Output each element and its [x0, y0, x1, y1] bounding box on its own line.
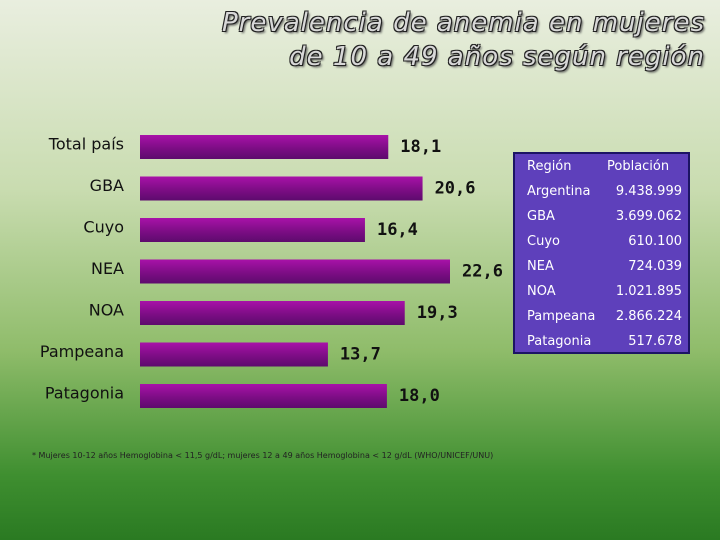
- region-cell: Cuyo: [527, 234, 560, 249]
- value-label: 19,3: [417, 303, 458, 323]
- population-cell: 517.678: [628, 334, 682, 349]
- region-cell: Argentina: [527, 184, 591, 199]
- population-row: Argentina 9.438.999: [515, 179, 688, 204]
- value-label: 20,6: [435, 179, 476, 199]
- chart-title-line-2: de 10 a 49 años según región: [289, 42, 705, 72]
- population-row: Pampeana 2.866.224: [515, 304, 688, 329]
- population-table: Región Población Argentina 9.438.999 GBA 3.…: [513, 152, 690, 354]
- category-label: Total país: [48, 135, 124, 154]
- footnote: * Mujeres 10-12 años Hemoglobina < 11,5 …: [32, 451, 494, 460]
- bar: [140, 384, 387, 408]
- population-cell: 2.866.224: [615, 309, 682, 324]
- population-cell: 1.021.895: [615, 284, 682, 299]
- chart-title-line-1: Prevalencia de anemia en mujeres: [221, 8, 705, 38]
- value-label: 16,4: [377, 220, 418, 240]
- population-cell: 3.699.062: [615, 209, 682, 224]
- population-row: NOA 1.021.895: [515, 279, 688, 304]
- category-label: NEA: [91, 259, 124, 278]
- population-row: NEA 724.039: [515, 254, 688, 279]
- chart-bars: Total país 18,1 GBA 20,6 Cuyo 16,4 NEA 22,6 NOA 1…: [40, 135, 503, 408]
- bar: [140, 135, 389, 159]
- category-label: GBA: [90, 176, 124, 195]
- value-label: 18,1: [400, 137, 441, 157]
- category-label: Cuyo: [83, 218, 124, 237]
- population-table-body: Argentina 9.438.999 GBA 3.699.062 Cuyo 610.10…: [515, 179, 688, 354]
- region-cell: NEA: [527, 259, 554, 274]
- population-cell: 9.438.999: [615, 184, 682, 199]
- population-row: GBA 3.699.062: [515, 204, 688, 229]
- population-row: Cuyo 610.100: [515, 229, 688, 254]
- bar: [140, 259, 450, 284]
- population-cell: 610.100: [628, 234, 682, 249]
- population-row: Patagonia 517.678: [515, 329, 688, 354]
- header-region: Región: [527, 159, 572, 174]
- region-cell: GBA: [527, 209, 555, 224]
- category-label: NOA: [89, 301, 124, 320]
- bar-chart: Total país 18,1 GBA 20,6 Cuyo 16,4 NEA 22,6 NOA 1…: [40, 135, 503, 408]
- category-label: Pampeana: [40, 342, 124, 361]
- header-population: Población: [607, 159, 670, 174]
- value-label: 22,6: [462, 262, 503, 282]
- chart-title: Prevalencia de anemia en mujeres de 10 a…: [150, 6, 705, 74]
- value-label: 13,7: [340, 345, 381, 365]
- bar: [140, 218, 365, 242]
- bar: [140, 342, 328, 367]
- region-cell: NOA: [527, 284, 556, 299]
- population-cell: 724.039: [628, 259, 682, 274]
- value-label: 18,0: [399, 386, 440, 406]
- bar: [140, 301, 405, 325]
- region-cell: Pampeana: [527, 309, 596, 324]
- region-cell: Patagonia: [527, 334, 592, 349]
- category-label: Patagonia: [45, 384, 124, 403]
- bar: [140, 176, 423, 201]
- population-table-header: Región Población: [515, 154, 688, 179]
